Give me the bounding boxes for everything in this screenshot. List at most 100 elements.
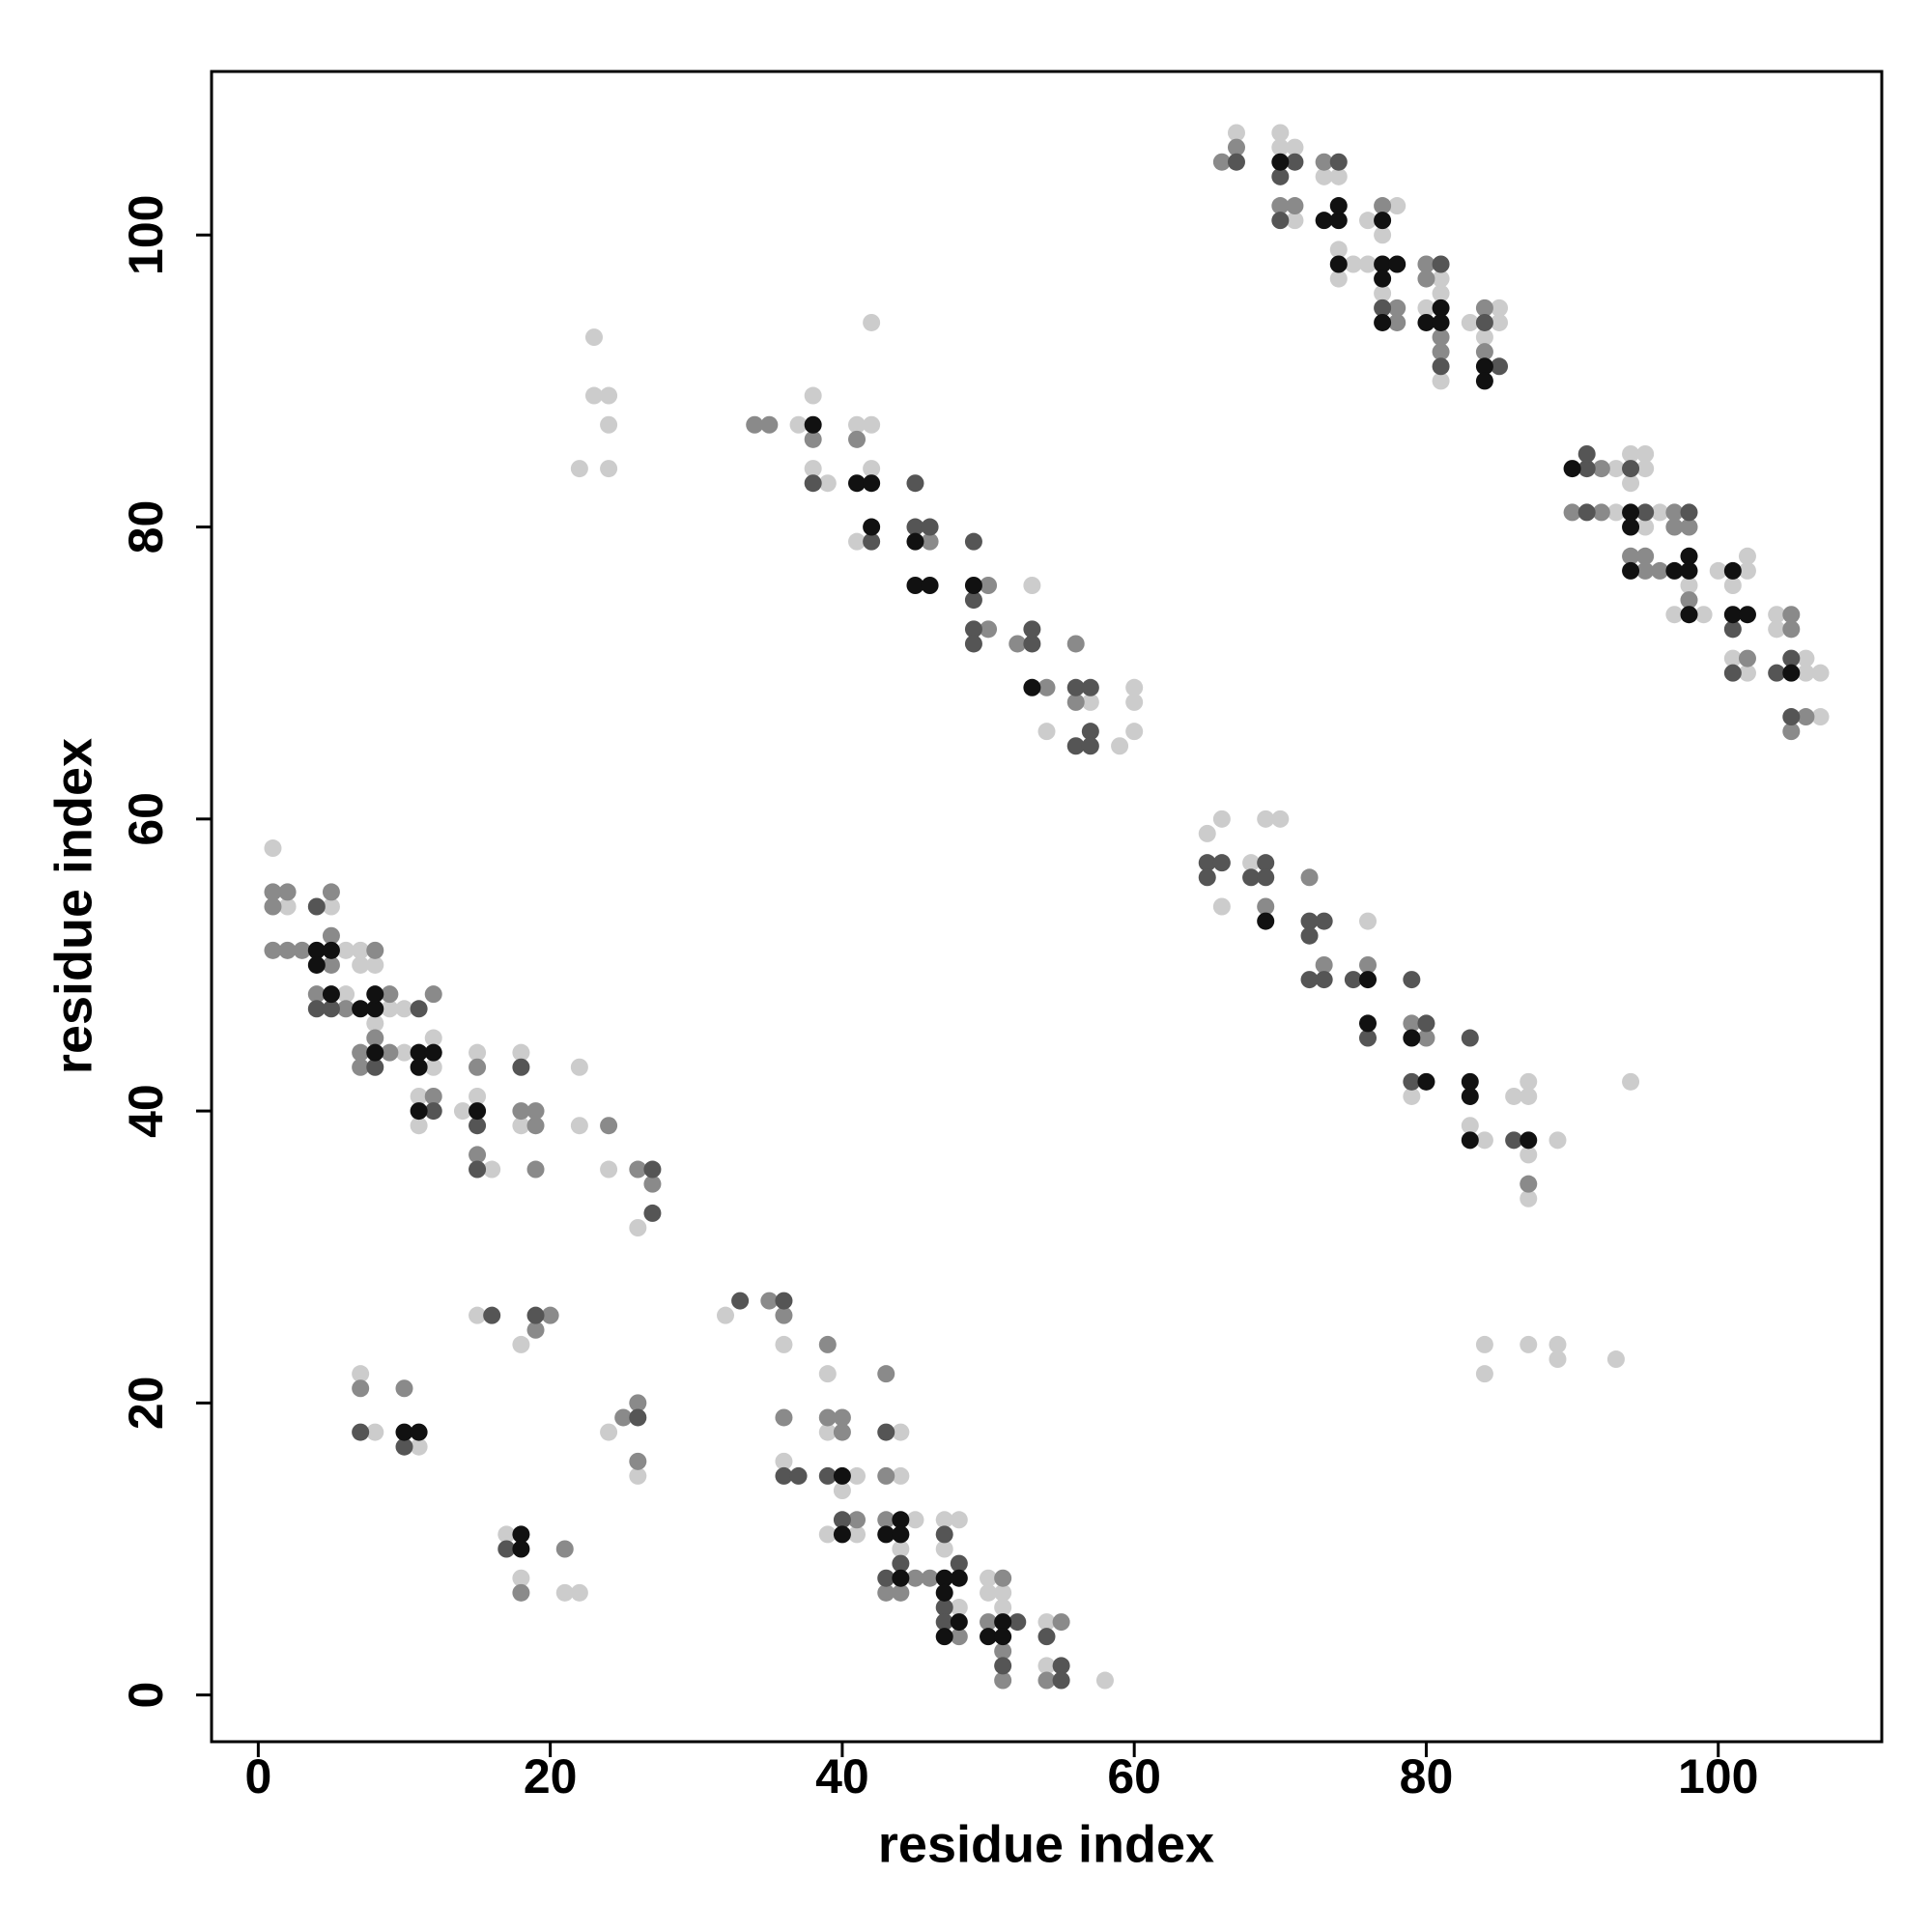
contact-point (1344, 255, 1362, 273)
contact-point (892, 1511, 910, 1529)
contact-point (352, 1365, 370, 1383)
contact-point (614, 1408, 633, 1427)
contact-point (935, 1613, 953, 1632)
contact-point (892, 1554, 910, 1573)
y-tick-label: 20 (119, 1377, 173, 1431)
contact-point (964, 591, 982, 610)
contact-point (1066, 635, 1085, 653)
contact-point (1212, 897, 1231, 916)
contact-point (1665, 503, 1684, 522)
contact-point (863, 474, 881, 493)
contact-point (1271, 197, 1290, 215)
contact-point (1315, 212, 1333, 230)
contact-point (1257, 868, 1275, 887)
contact-point (410, 1043, 428, 1062)
contact-point (1491, 298, 1509, 317)
contact-point (1768, 664, 1786, 682)
contact-point (1403, 971, 1421, 989)
contact-point (410, 1087, 428, 1105)
contact-point (1461, 1087, 1479, 1105)
contact-point (1374, 313, 1392, 331)
contact-point (307, 941, 326, 959)
contact-point (526, 1321, 545, 1339)
contact-point (1505, 1087, 1523, 1105)
contact-point (322, 1000, 340, 1018)
contact-point (1723, 561, 1742, 580)
contact-point (1592, 503, 1610, 522)
contact-point (264, 883, 282, 901)
contact-point (1257, 854, 1275, 872)
contact-point (950, 1598, 968, 1616)
contact-point (381, 1043, 399, 1062)
contact-point (352, 955, 370, 974)
contact-point (643, 1175, 662, 1193)
contact-point (410, 1000, 428, 1018)
contact-point (322, 897, 340, 916)
contact-point (1388, 197, 1406, 215)
contact-point (526, 1306, 545, 1324)
contact-point (512, 1569, 530, 1587)
contact-point (1286, 212, 1304, 230)
contact-point (935, 1569, 953, 1587)
contact-point (512, 1583, 530, 1602)
contact-point (877, 1569, 895, 1587)
contact-point (1037, 1671, 1056, 1690)
contact-point (1622, 561, 1640, 580)
contact-point (1023, 635, 1041, 653)
contact-point (1403, 1029, 1421, 1047)
contact-point (1374, 270, 1392, 288)
contact-point (1417, 313, 1435, 331)
contact-point (293, 941, 311, 959)
contact-point (1636, 460, 1655, 478)
contact-point (964, 620, 982, 639)
contact-point (1037, 723, 1056, 741)
contact-point (395, 1000, 413, 1018)
contact-point (863, 313, 881, 331)
contact-point (1432, 313, 1450, 331)
contact-point (541, 1306, 559, 1324)
contact-point (1680, 591, 1698, 610)
contact-point (1563, 503, 1581, 522)
contact-point (818, 1525, 837, 1544)
contact-point (600, 415, 618, 434)
contact-point (1680, 577, 1698, 594)
contact-point (366, 1029, 384, 1047)
contact-point (1432, 372, 1450, 390)
contact-point (935, 1628, 953, 1646)
contact-point (395, 1437, 413, 1456)
contact-point (746, 415, 764, 434)
contact-point (980, 1583, 998, 1602)
contact-point (1475, 1131, 1493, 1150)
contact-point (1680, 606, 1698, 624)
plot-frame (210, 70, 1884, 1744)
contact-point (1622, 460, 1640, 478)
contact-point (1081, 737, 1099, 755)
contact-point (818, 1335, 837, 1353)
x-tick-label: 80 (1400, 1749, 1454, 1804)
contact-point (483, 1160, 501, 1179)
contact-point (863, 532, 881, 551)
x-tick-label: 40 (815, 1749, 869, 1804)
contact-point (469, 1306, 487, 1324)
contact-point (1622, 503, 1640, 522)
contact-point (1461, 1072, 1479, 1091)
contact-point (278, 897, 297, 916)
contact-point (818, 1466, 837, 1485)
contact-point (1286, 153, 1304, 171)
contact-point (352, 941, 370, 959)
contact-point (1271, 138, 1290, 156)
contact-point (980, 1613, 998, 1632)
contact-point (410, 1423, 428, 1441)
contact-point (848, 1511, 867, 1529)
contact-point (892, 1540, 910, 1558)
contact-point (906, 518, 924, 536)
contact-point (921, 1569, 939, 1587)
contact-point (775, 1292, 793, 1310)
contact-point (848, 1525, 867, 1544)
contact-point (1198, 824, 1216, 842)
contact-point (1300, 868, 1319, 887)
contact-point (1417, 1072, 1435, 1091)
contact-point (906, 1569, 924, 1587)
contact-point (366, 955, 384, 974)
